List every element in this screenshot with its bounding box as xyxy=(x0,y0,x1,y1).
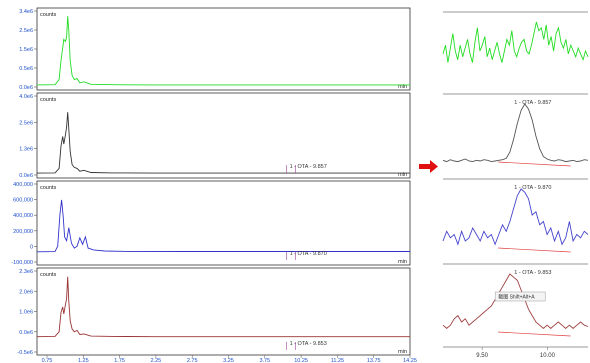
series-line-sample2 xyxy=(36,276,410,338)
y-tick-label: 1.5e6 xyxy=(19,47,33,53)
y-tick-label: 1.0e6 xyxy=(19,310,33,316)
panel-frame xyxy=(36,7,411,91)
panel-sample2: 2.3e6 2.0e6 1.0e6 0.0e6 -0.5e6 counts min 1 - O… xyxy=(17,267,411,356)
y-tick-label: 400,000 xyxy=(13,182,33,188)
y-tick-label: 3.4e6 xyxy=(19,9,33,15)
x-unit-label: min xyxy=(398,259,407,265)
panel-blank: 3.4e6 2.5e6 1.5e6 0.5e6 0.0e6 counts min xyxy=(19,7,411,91)
y-tick-label: 4.0e6 xyxy=(19,94,33,100)
y-tick-label: 0.0e6 xyxy=(19,173,33,179)
y-tick-label: 2.5e6 xyxy=(19,120,33,126)
y-axis-label: counts xyxy=(40,97,56,103)
y-tick-label: 2.0e6 xyxy=(19,289,33,295)
series-line-sample1 xyxy=(36,199,410,253)
y-axis-label: counts xyxy=(40,185,56,191)
x-unit-label: min xyxy=(398,172,407,178)
zoom-series-line xyxy=(442,188,589,246)
zoom-series-line xyxy=(442,103,589,163)
zoom-peak-label: 1 - OTA - 9.857 xyxy=(514,100,551,106)
tooltip-box xyxy=(494,291,546,302)
panel-standard: 4.0e6 2.5e6 1.3e6 0.0e6 counts min 1 - OTA - 9… xyxy=(19,92,411,179)
series-line-blank xyxy=(36,16,410,86)
x-unit-label: min xyxy=(398,84,407,90)
x-tick-label: 13.75 xyxy=(367,358,381,363)
y-tick-label: 0 xyxy=(30,244,33,250)
y-tick-label: 0.5e6 xyxy=(19,66,33,72)
integration-baseline xyxy=(498,331,571,337)
panel-sample1: 400,000 600,000 400,000 200,000 0 -100,000 cou… xyxy=(11,180,411,266)
x-tick-label: 1.75 xyxy=(114,358,125,363)
x-tick-label: 14.25 xyxy=(403,358,417,363)
panel-frame xyxy=(36,92,411,179)
x-unit-label: min xyxy=(398,349,407,355)
arrow-shaft xyxy=(419,164,431,169)
y-tick-label: 2.5e6 xyxy=(19,28,33,34)
zoom-zoom-sample2: 1 - OTA - 9.853 截图 Shift+Alt+A 9.50 10.00 xyxy=(442,263,589,359)
y-tick-label: 0.0e6 xyxy=(19,85,33,91)
zoom-peak-label: 1 - OTA - 9.853 xyxy=(514,270,551,276)
x-tick-label: 3.25 xyxy=(223,358,234,363)
zoom-peak-label: 1 - OTA - 9.870 xyxy=(514,185,551,191)
x-tick-label: 1.25 xyxy=(78,358,89,363)
integration-baseline xyxy=(498,247,571,253)
zoom-x-tick-label: 9.50 xyxy=(476,353,488,359)
y-tick-label: 0.0e6 xyxy=(19,330,33,336)
zoom-zoom-blank xyxy=(442,11,589,63)
y-tick-label: 2.3e6 xyxy=(19,269,33,275)
zoom-series-line xyxy=(442,273,589,329)
zoom-x-tick-label: 10.00 xyxy=(540,353,556,359)
x-tick-label: 2.75 xyxy=(187,358,198,363)
x-tick-label: 0.75 xyxy=(42,358,53,363)
arrow-head xyxy=(430,160,438,173)
y-tick-label: 1.3e6 xyxy=(19,147,33,153)
y-tick-label: 600,000 xyxy=(13,198,33,204)
x-tick-label: 2.25 xyxy=(151,358,162,363)
y-axis-label: counts xyxy=(40,12,56,18)
zoom-zoom-standard: 1 - OTA - 9.857 xyxy=(442,93,589,167)
series-line-standard xyxy=(36,112,410,174)
y-tick-label: -100,000 xyxy=(11,260,33,266)
x-tick-label: 10.25 xyxy=(294,358,308,363)
zoom-zoom-sample1: 1 - OTA - 9.870 xyxy=(442,178,589,253)
peak-label: 1 - OTA - 9.857 xyxy=(290,164,327,170)
y-tick-label: 200,000 xyxy=(13,229,33,235)
y-axis-label: counts xyxy=(40,272,56,278)
integration-baseline xyxy=(498,161,571,167)
tooltip-text: 截图 Shift+Alt+A xyxy=(498,294,535,301)
panel-frame xyxy=(36,180,411,266)
y-tick-label: 400,000 xyxy=(13,213,33,219)
x-tick-label: 3.75 xyxy=(259,358,270,363)
x-tick-label: 11.25 xyxy=(331,358,344,363)
peak-label: 1 - OTA - 9.870 xyxy=(290,251,327,257)
arrow-icon xyxy=(419,160,438,173)
peak-label: 1 - OTA - 9.853 xyxy=(290,341,327,347)
y-tick-label: -0.5e6 xyxy=(17,350,33,356)
panel-frame xyxy=(36,267,411,356)
zoom-series-line xyxy=(442,21,589,63)
